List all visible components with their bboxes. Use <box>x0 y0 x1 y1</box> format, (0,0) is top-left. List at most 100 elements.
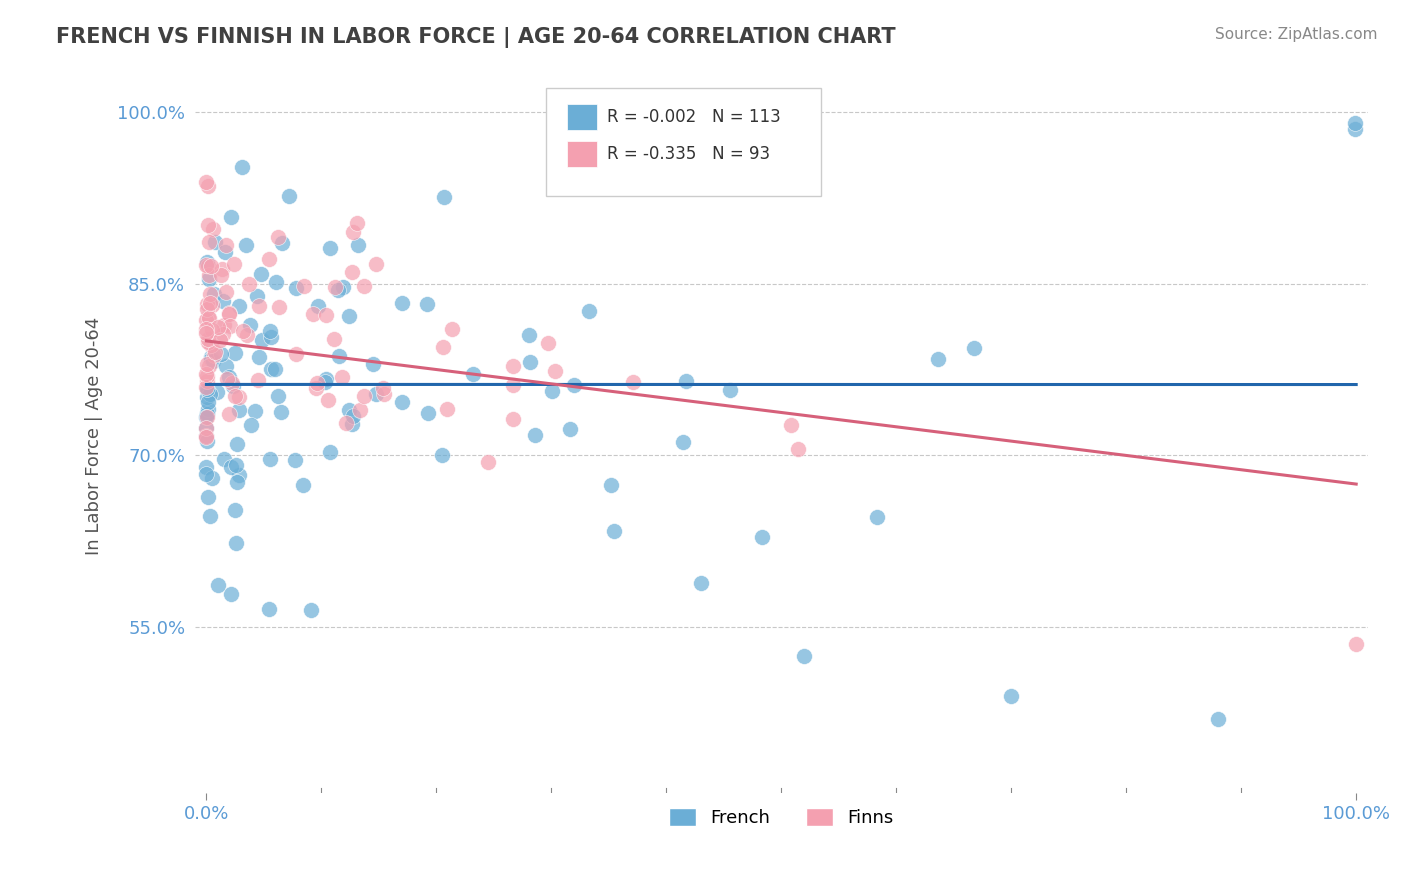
Point <box>1344 122 1367 136</box>
Point <box>319 445 342 459</box>
Point <box>391 296 413 310</box>
Point <box>751 530 773 544</box>
Point <box>198 287 221 301</box>
Point <box>211 262 233 277</box>
Point <box>221 376 243 391</box>
Point <box>328 349 350 363</box>
Point <box>284 453 307 467</box>
Point <box>259 324 281 338</box>
Point <box>195 434 218 449</box>
Point <box>228 391 250 405</box>
Point <box>269 300 291 314</box>
Point <box>215 237 238 252</box>
Point <box>218 370 240 384</box>
Point <box>197 359 219 373</box>
Point <box>219 318 242 333</box>
FancyBboxPatch shape <box>546 88 821 195</box>
Point <box>212 452 235 467</box>
Point <box>432 340 454 354</box>
Point <box>197 218 219 232</box>
Point <box>259 451 281 466</box>
Point <box>319 241 342 255</box>
Point <box>558 422 581 436</box>
Point <box>373 381 395 395</box>
Point <box>209 333 232 347</box>
Point <box>373 387 395 401</box>
Point <box>197 259 219 273</box>
Point <box>316 393 339 408</box>
Point <box>292 278 315 293</box>
Point <box>202 221 225 235</box>
Point <box>215 285 238 299</box>
Point <box>537 335 560 350</box>
Point <box>228 300 250 314</box>
Point <box>197 394 219 409</box>
Point <box>323 280 346 294</box>
Point <box>441 322 464 336</box>
Point <box>250 267 273 281</box>
Point <box>267 389 290 403</box>
Point <box>502 378 524 392</box>
Point <box>301 307 323 321</box>
Point <box>544 363 567 377</box>
Point <box>226 475 249 489</box>
Point <box>285 347 308 361</box>
Point <box>270 405 292 419</box>
Point <box>232 324 254 338</box>
Point <box>207 578 229 592</box>
Point <box>200 352 222 367</box>
Point <box>337 309 360 323</box>
Point <box>225 437 247 451</box>
Point <box>195 175 218 189</box>
Point <box>541 384 564 399</box>
Point <box>228 467 250 482</box>
Point <box>264 275 287 289</box>
Point <box>195 326 218 340</box>
Point <box>224 257 246 271</box>
Point <box>195 409 218 424</box>
Legend: French, Finns: French, Finns <box>661 801 901 834</box>
Point <box>195 430 218 444</box>
Text: R = -0.335   N = 93: R = -0.335 N = 93 <box>606 145 769 163</box>
Point <box>718 383 741 397</box>
Text: Source: ZipAtlas.com: Source: ZipAtlas.com <box>1215 27 1378 42</box>
Point <box>346 216 368 230</box>
Point <box>228 403 250 417</box>
Point <box>197 179 219 194</box>
Point <box>197 301 219 316</box>
Point <box>224 503 246 517</box>
Point <box>222 378 245 392</box>
Point <box>198 311 221 326</box>
Point <box>212 326 235 341</box>
Point <box>524 427 547 442</box>
Point <box>502 359 524 374</box>
Point <box>463 367 485 381</box>
Point <box>197 402 219 417</box>
Point <box>260 330 283 344</box>
Point <box>866 509 889 524</box>
Point <box>207 319 229 334</box>
Point <box>200 259 222 273</box>
Point <box>305 381 328 395</box>
Point <box>195 410 218 425</box>
Point <box>218 408 240 422</box>
Point <box>259 602 281 616</box>
Point <box>212 318 235 332</box>
Point <box>247 373 270 387</box>
Point <box>1000 689 1022 703</box>
Point <box>204 345 226 359</box>
Point <box>195 421 218 435</box>
Y-axis label: In Labor Force | Age 20-64: In Labor Force | Age 20-64 <box>86 317 103 555</box>
Point <box>292 478 315 492</box>
Point <box>195 407 218 421</box>
Point <box>364 257 387 271</box>
Point <box>335 416 357 430</box>
Point <box>299 602 322 616</box>
Point <box>225 458 247 472</box>
Point <box>1206 712 1229 726</box>
Point <box>328 284 350 298</box>
Point <box>195 421 218 435</box>
Point <box>416 297 439 311</box>
Point <box>201 322 224 336</box>
Point <box>1346 637 1368 651</box>
